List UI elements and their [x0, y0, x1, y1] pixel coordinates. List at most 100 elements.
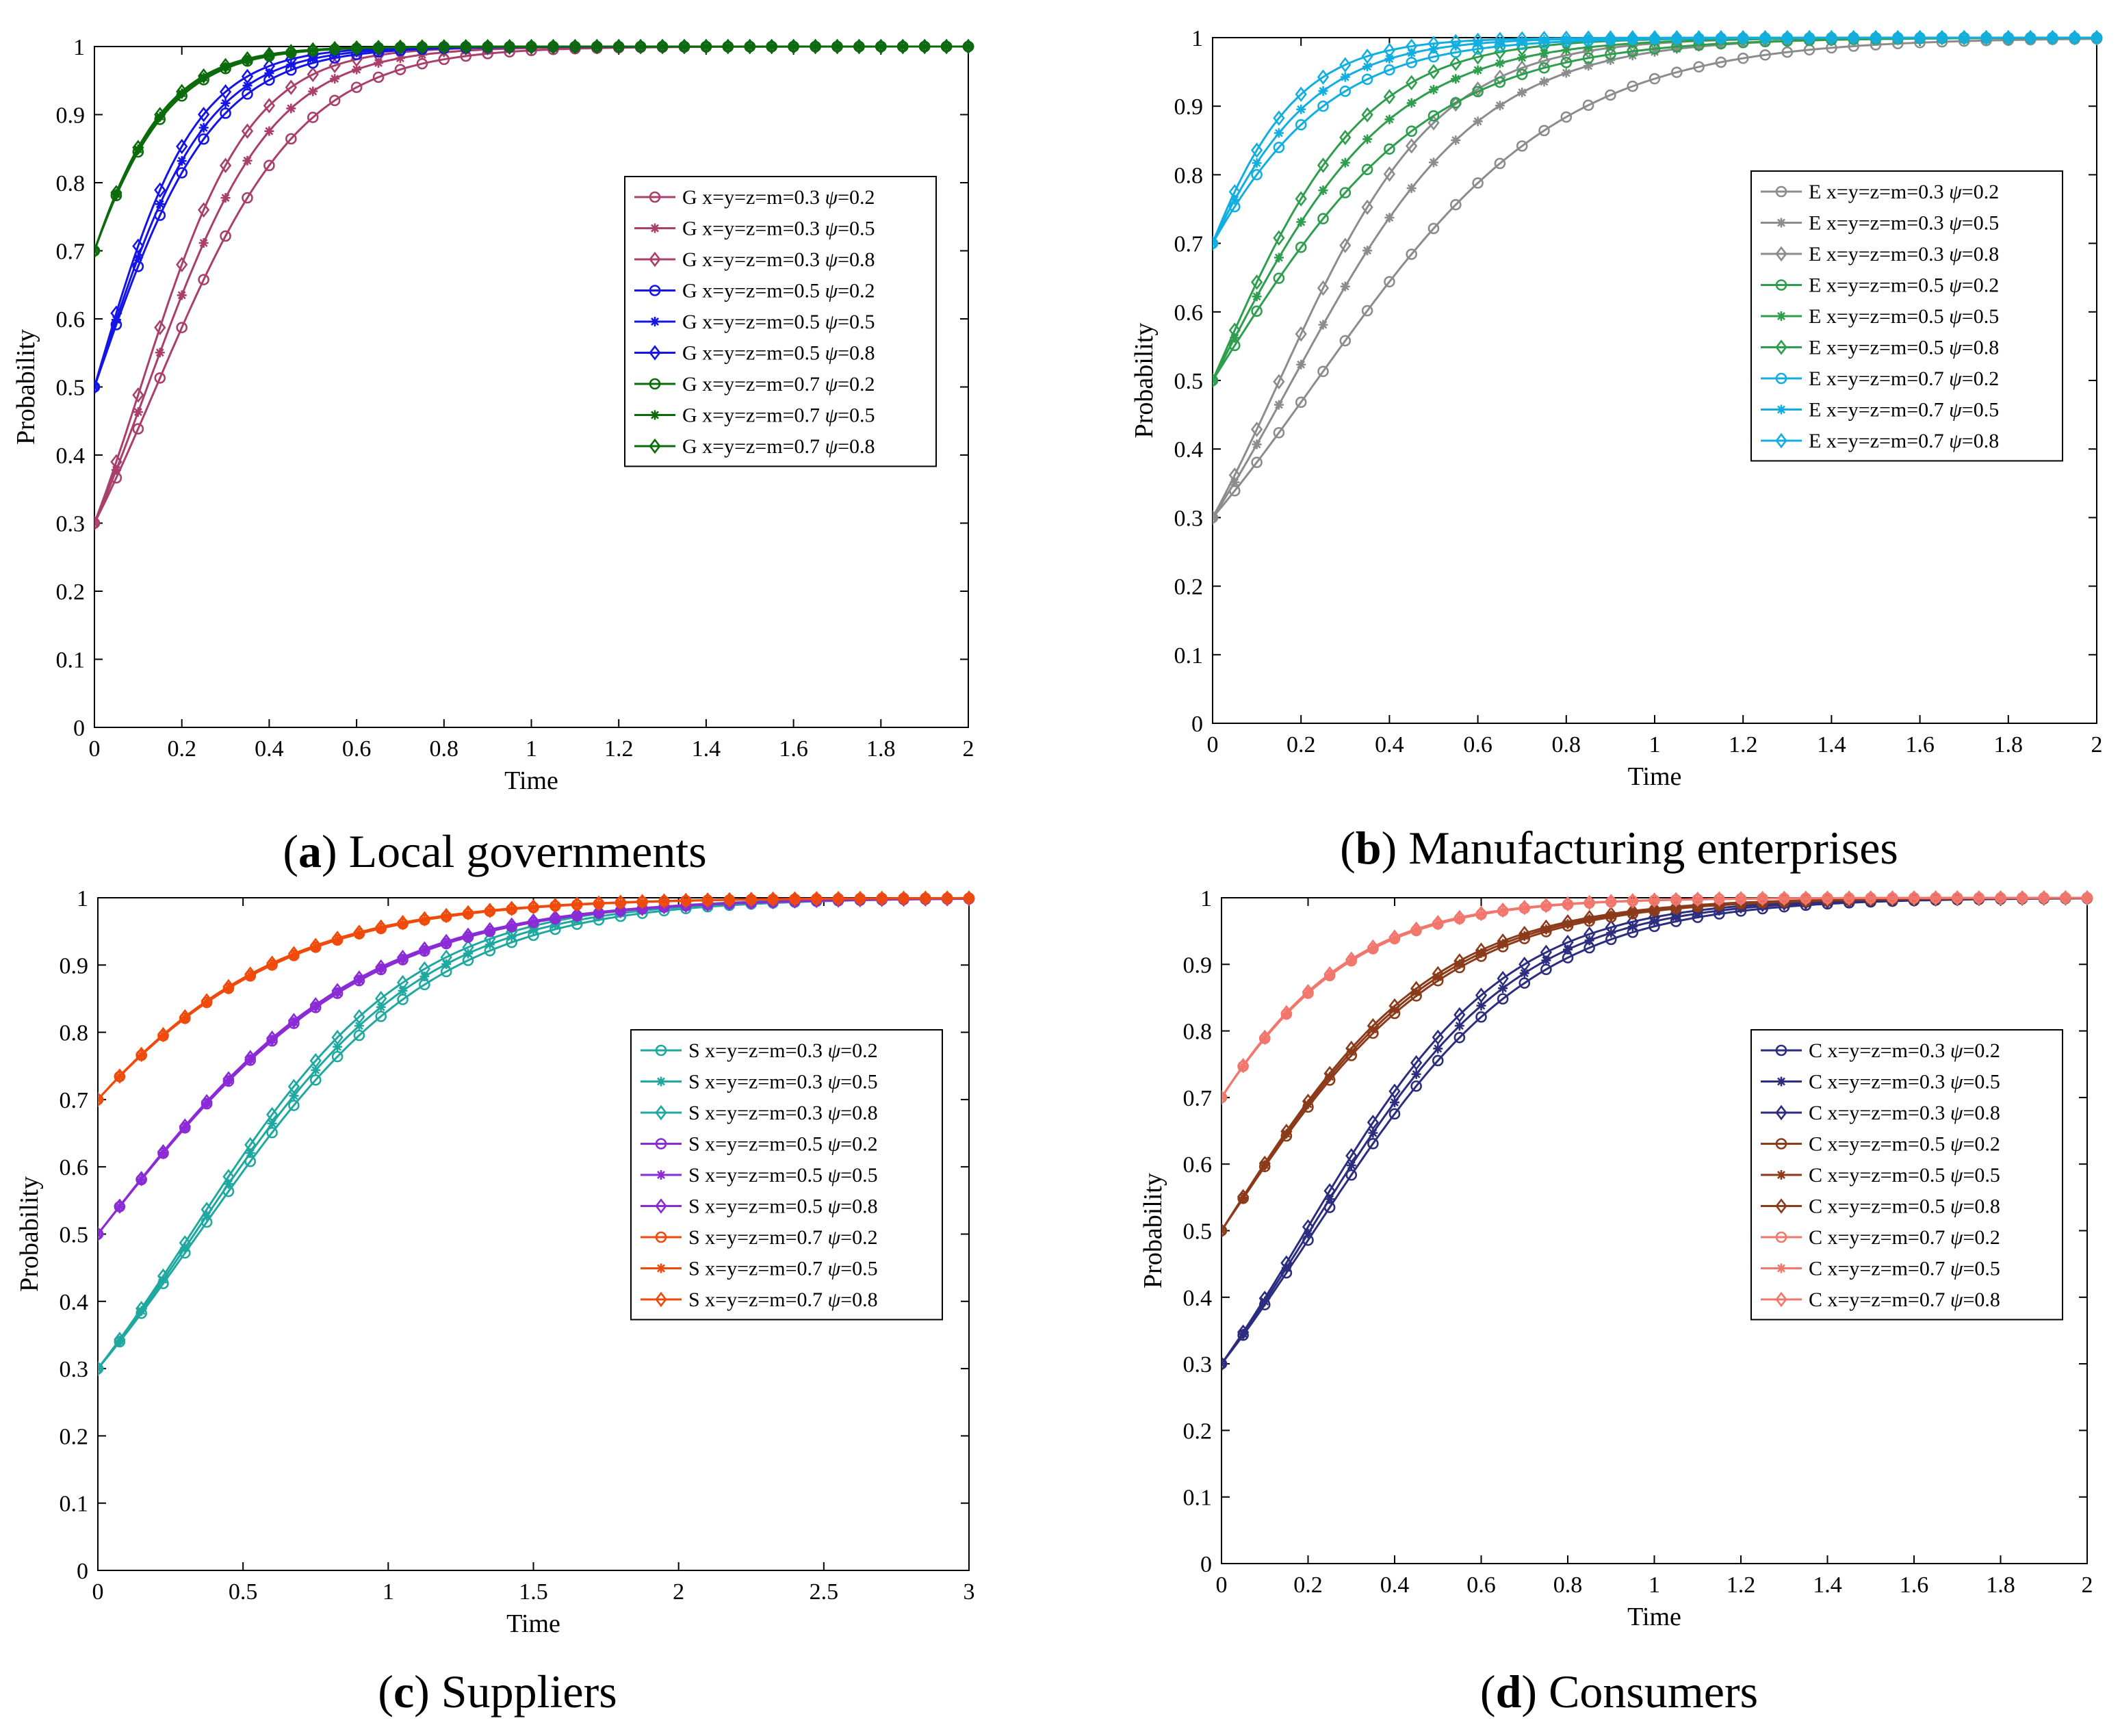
- data-point: [1453, 909, 1466, 926]
- data-point: [1908, 890, 1920, 906]
- legend-entry-main: C x=y=z=m=0.5: [1809, 1195, 1950, 1218]
- legend-entry-value: =0.5: [1963, 1258, 2000, 1280]
- y-tick-label: 1: [73, 35, 85, 60]
- legend-entry-psi: ψ: [1950, 1102, 1964, 1124]
- legend-marker: [655, 1198, 667, 1214]
- data-point: [1317, 280, 1330, 296]
- data-point: [1427, 222, 1440, 235]
- legend-marker: [1775, 1044, 1787, 1057]
- legend-box: [624, 176, 937, 467]
- data-point: [94, 379, 101, 395]
- legend-entry-value: =0.5: [840, 1164, 877, 1187]
- data-point: [311, 1065, 321, 1075]
- legend-entry-main: C x=y=z=m=0.3: [1809, 1039, 1950, 1062]
- data-point: [1339, 237, 1352, 253]
- data-point: [1454, 959, 1464, 970]
- data-point: [723, 892, 736, 908]
- data-point: [154, 320, 166, 335]
- data-point: [1453, 1007, 1466, 1023]
- data-point: [1317, 69, 1330, 85]
- data-point: [2046, 29, 2059, 46]
- data-point: [176, 257, 188, 272]
- legend-entry-main: E x=y=z=m=0.7: [1809, 430, 1949, 452]
- data-point: [179, 1118, 191, 1134]
- data-point: [1433, 1044, 1443, 1054]
- data-point: [1237, 1058, 1250, 1074]
- x-tick-label: 1.6: [1900, 1572, 1929, 1598]
- legend-entry-value: =0.2: [840, 1133, 877, 1156]
- legend-entry-main: S x=y=z=m=0.5: [688, 1133, 828, 1156]
- data-point: [309, 1052, 322, 1069]
- legend-entry-psi: ψ: [825, 404, 839, 427]
- legend-entry-value: =0.8: [1962, 430, 1999, 452]
- data-point: [809, 38, 822, 55]
- data-point: [1213, 372, 1219, 389]
- legend-entry-psi: ψ: [825, 311, 839, 333]
- legend-marker: [1775, 372, 1787, 385]
- data-point: [788, 891, 801, 907]
- legend-entry-main: E x=y=z=m=0.3: [1809, 212, 1949, 235]
- data-point: [528, 925, 539, 935]
- data-point: [1318, 320, 1328, 330]
- data-point: [154, 107, 166, 122]
- legend-entry: S x=y=z=m=0.7 ψ=0.5: [688, 1258, 878, 1280]
- data-point: [244, 1137, 257, 1153]
- data-point: [1406, 138, 1418, 154]
- legend-entry-value: =0.8: [840, 1102, 877, 1124]
- data-point: [1388, 1083, 1401, 1099]
- data-point: [1362, 246, 1373, 256]
- y-tick-label: 0.3: [1183, 1352, 1213, 1377]
- legend-entry-main: E x=y=z=m=0.3: [1809, 243, 1949, 265]
- data-point: [1221, 1223, 1228, 1239]
- data-point: [1649, 29, 1661, 46]
- data-point: [198, 133, 209, 145]
- data-point: [220, 107, 231, 119]
- data-point: [2024, 29, 2037, 46]
- data-point: [376, 1002, 386, 1012]
- legend-marker: [650, 410, 660, 420]
- legend: G x=y=z=m=0.3 ψ=0.2G x=y=z=m=0.3 ψ=0.5G …: [624, 176, 937, 467]
- legend-entry-value: =0.8: [1963, 1195, 2000, 1218]
- data-point: [918, 38, 931, 55]
- y-tick-label: 0.6: [1183, 1152, 1213, 1178]
- series-line: [1221, 896, 2087, 1098]
- data-point: [418, 911, 431, 927]
- data-point: [1451, 40, 1461, 51]
- y-tick-label: 0.9: [1183, 953, 1213, 978]
- chart-panel-c: 0 0.5 1 1.5 2 2.5 3 0 0.1 0.2 0.3 0.4 0.5 0.6 0.7 0.8 0.…: [15, 886, 975, 1718]
- data-point: [1497, 993, 1509, 1005]
- data-point: [1737, 29, 1749, 46]
- legend-entry-main: C x=y=z=m=0.3: [1809, 1102, 1950, 1124]
- data-point: [1323, 966, 1336, 982]
- legend-marker: [1776, 1170, 1786, 1180]
- x-axis-title: Time: [504, 766, 558, 795]
- legend-entry-value: =0.8: [838, 435, 875, 458]
- legend-entry-psi: ψ: [825, 186, 839, 209]
- data-point: [810, 891, 823, 907]
- x-tick-label: 1.4: [1813, 1572, 1842, 1598]
- data-point: [1384, 143, 1395, 155]
- data-point: [158, 1275, 168, 1285]
- data-point: [1472, 86, 1484, 98]
- legend-marker: [656, 1263, 666, 1273]
- data-point: [1494, 157, 1506, 170]
- data-point: [2069, 29, 2081, 46]
- data-point: [1325, 1072, 1335, 1082]
- legend-entry-value: =0.2: [838, 280, 875, 302]
- data-point: [1258, 1029, 1271, 1046]
- data-point: [1517, 36, 1527, 46]
- legend-entry-psi: ψ: [1949, 337, 1963, 359]
- legend-entry: E x=y=z=m=0.7 ψ=0.8: [1809, 430, 1999, 452]
- data-point: [1317, 213, 1329, 224]
- data-point: [1345, 1169, 1358, 1181]
- x-tick-label: 1.6: [779, 736, 808, 762]
- data-point: [962, 38, 974, 55]
- data-point: [1497, 970, 1509, 987]
- data-point: [308, 53, 318, 64]
- series-9: [94, 38, 974, 259]
- caption-text: Local governments: [349, 825, 707, 877]
- legend-marker: [1776, 311, 1786, 321]
- data-point: [98, 1226, 104, 1242]
- data-point: [2002, 29, 2015, 46]
- data-point: [98, 1360, 104, 1377]
